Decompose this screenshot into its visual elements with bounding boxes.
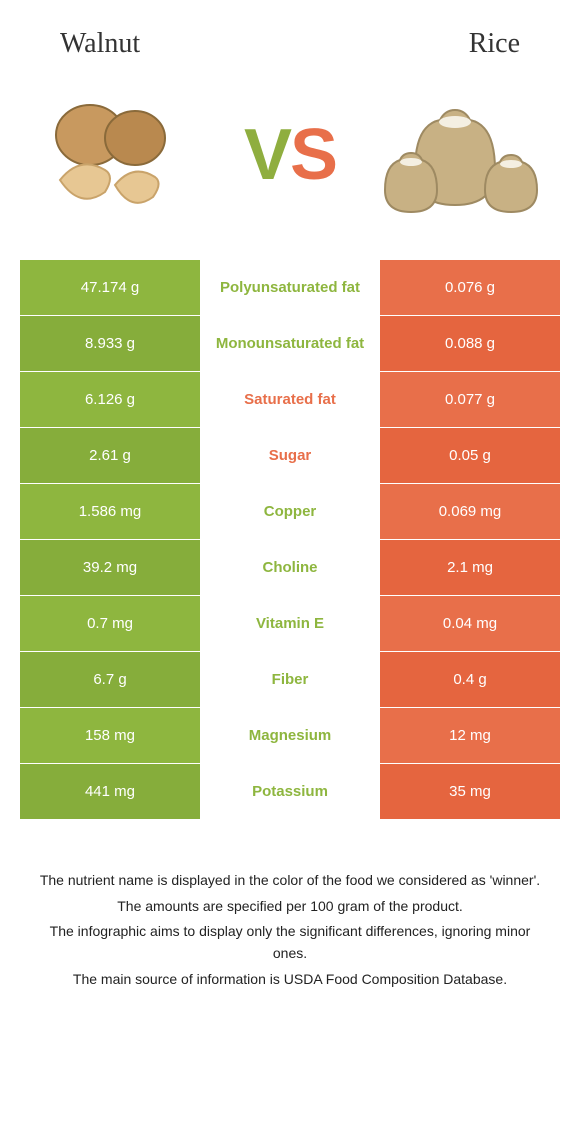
- right-value: 35 mg: [380, 764, 560, 820]
- vs-label: VS: [244, 119, 336, 191]
- footer-line: The infographic aims to display only the…: [36, 921, 544, 964]
- vs-s: S: [290, 115, 336, 195]
- right-value: 0.069 mg: [380, 484, 560, 540]
- footer-notes: The nutrient name is displayed in the co…: [36, 870, 544, 990]
- table-row: 2.61 gSugar0.05 g: [20, 428, 560, 484]
- left-value: 39.2 mg: [20, 540, 200, 596]
- nutrient-label: Copper: [200, 484, 380, 540]
- table-row: 6.7 gFiber0.4 g: [20, 652, 560, 708]
- nutrient-table: 47.174 gPolyunsaturated fat0.076 g8.933 …: [20, 260, 560, 820]
- table-row: 441 mgPotassium35 mg: [20, 764, 560, 820]
- right-food-title: Rice: [469, 28, 520, 60]
- nutrient-label: Fiber: [200, 652, 380, 708]
- right-value: 0.05 g: [380, 428, 560, 484]
- footer-line: The main source of information is USDA F…: [36, 969, 544, 991]
- table-row: 8.933 gMonounsaturated fat0.088 g: [20, 316, 560, 372]
- left-value: 0.7 mg: [20, 596, 200, 652]
- right-value: 12 mg: [380, 708, 560, 764]
- vs-v: V: [244, 115, 290, 195]
- nutrient-label: Monounsaturated fat: [200, 316, 380, 372]
- nutrient-label: Potassium: [200, 764, 380, 820]
- left-food-title: Walnut: [60, 28, 140, 60]
- walnut-image: [30, 90, 200, 220]
- left-value: 8.933 g: [20, 316, 200, 372]
- left-value: 6.126 g: [20, 372, 200, 428]
- left-value: 158 mg: [20, 708, 200, 764]
- footer-line: The nutrient name is displayed in the co…: [36, 870, 544, 892]
- table-row: 6.126 gSaturated fat0.077 g: [20, 372, 560, 428]
- table-row: 1.586 mgCopper0.069 mg: [20, 484, 560, 540]
- nutrient-label: Polyunsaturated fat: [200, 260, 380, 316]
- table-row: 47.174 gPolyunsaturated fat0.076 g: [20, 260, 560, 316]
- rice-image: [380, 90, 550, 220]
- left-value: 441 mg: [20, 764, 200, 820]
- nutrient-label: Saturated fat: [200, 372, 380, 428]
- right-value: 0.077 g: [380, 372, 560, 428]
- nutrient-label: Magnesium: [200, 708, 380, 764]
- right-value: 0.04 mg: [380, 596, 560, 652]
- nutrient-label: Sugar: [200, 428, 380, 484]
- left-value: 2.61 g: [20, 428, 200, 484]
- hero-row: VS: [0, 60, 580, 260]
- right-value: 0.4 g: [380, 652, 560, 708]
- table-row: 0.7 mgVitamin E0.04 mg: [20, 596, 560, 652]
- nutrient-label: Choline: [200, 540, 380, 596]
- left-value: 1.586 mg: [20, 484, 200, 540]
- nutrient-label: Vitamin E: [200, 596, 380, 652]
- right-value: 2.1 mg: [380, 540, 560, 596]
- table-row: 158 mgMagnesium12 mg: [20, 708, 560, 764]
- footer-line: The amounts are specified per 100 gram o…: [36, 896, 544, 918]
- right-value: 0.088 g: [380, 316, 560, 372]
- table-row: 39.2 mgCholine2.1 mg: [20, 540, 560, 596]
- left-value: 47.174 g: [20, 260, 200, 316]
- title-row: Walnut Rice: [0, 0, 580, 60]
- left-value: 6.7 g: [20, 652, 200, 708]
- right-value: 0.076 g: [380, 260, 560, 316]
